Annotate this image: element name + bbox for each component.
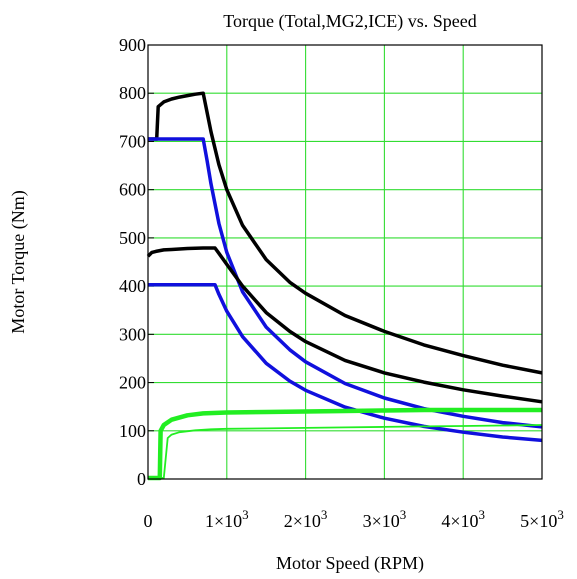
series-line-0 [148, 91, 543, 375]
series-line-5 [148, 424, 543, 479]
y-tick-label: 300 [119, 324, 146, 344]
x-axis-label: Motor Speed (RPM) [276, 553, 424, 574]
x-tick-label: 1×103 [205, 507, 249, 531]
y-tick-label: 600 [119, 180, 146, 200]
y-tick-label: 100 [119, 421, 146, 441]
y-tick-label: 0 [137, 469, 146, 489]
y-tick-labels: 0 100 200 300 400 500 600 700 800 900 [119, 35, 146, 489]
y-tick-label: 200 [119, 373, 146, 393]
series-line-2 [146, 246, 543, 404]
x-tick-label: 5×103 [520, 507, 564, 531]
y-tick-label: 500 [119, 228, 146, 248]
series-group [146, 91, 543, 481]
x-tick-label: 2×103 [284, 507, 328, 531]
y-tick-label: 400 [119, 276, 146, 296]
y-axis-label: Motor Torque (Nm) [8, 190, 29, 333]
x-tick-label: 0 [144, 511, 153, 531]
y-tick-label: 900 [119, 35, 146, 55]
x-tick-labels: 0 1×103 2×103 3×103 4×103 5×103 [144, 507, 564, 531]
x-tick-label: 3×103 [363, 507, 407, 531]
plot-frame [147, 44, 543, 480]
x-tick-label: 4×103 [441, 507, 485, 531]
series-line-4 [148, 407, 542, 481]
chart-title: Torque (Total,MG2,ICE) vs. Speed [223, 11, 476, 32]
y-tick-label: 700 [119, 131, 146, 151]
y-tick-label: 800 [119, 83, 146, 103]
series-line-3 [148, 282, 543, 443]
